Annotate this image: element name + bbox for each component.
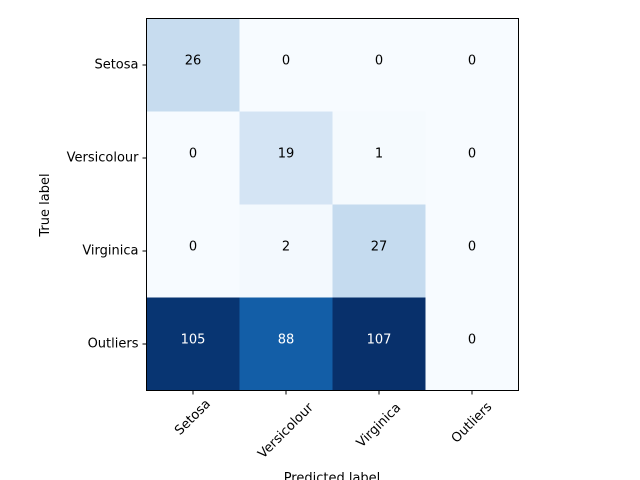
x-axis-label: Predicted label bbox=[284, 471, 381, 480]
heatmap-cell bbox=[332, 204, 426, 298]
cell-value-label: 0 bbox=[189, 147, 197, 162]
x-tick-label: Setosa bbox=[172, 397, 214, 439]
x-tick-label: Versicolour bbox=[255, 400, 317, 462]
heatmap-cells bbox=[146, 18, 519, 391]
heatmap-cell bbox=[146, 18, 240, 112]
y-tick-label: Outliers bbox=[88, 337, 139, 352]
cell-value-label: 0 bbox=[375, 54, 383, 69]
cell-value-label: 0 bbox=[468, 147, 476, 162]
cell-value-label: 19 bbox=[278, 147, 295, 162]
x-tick-label: Outliers bbox=[449, 400, 496, 447]
cell-value-label: 88 bbox=[278, 333, 295, 348]
heatmap-cell bbox=[425, 204, 519, 298]
cell-value-label: 26 bbox=[185, 54, 202, 69]
y-axis-label: True label bbox=[38, 173, 53, 237]
cell-value-label: 105 bbox=[181, 333, 206, 348]
cell-value-label: 0 bbox=[468, 54, 476, 69]
heatmap-cell bbox=[332, 297, 426, 391]
cell-value-label: 0 bbox=[468, 333, 476, 348]
cell-value-label: 0 bbox=[282, 54, 290, 69]
y-tick-label: Setosa bbox=[94, 58, 138, 73]
heatmap-cell bbox=[425, 18, 519, 112]
cell-value-label: 0 bbox=[468, 240, 476, 255]
plot-frame bbox=[146, 18, 519, 391]
heatmap-cell bbox=[239, 204, 333, 298]
y-tick-label: Versicolour bbox=[67, 151, 140, 166]
heatmap-cell bbox=[425, 111, 519, 205]
cell-value-label: 27 bbox=[371, 240, 388, 255]
heatmap-cell bbox=[146, 111, 240, 205]
y-tick-label: Virginica bbox=[82, 244, 138, 259]
cell-value-label: 1 bbox=[375, 147, 383, 162]
x-axis-ticks: Setosa Versicolour Virginica Outliers bbox=[172, 390, 496, 462]
cell-value-labels: 26 0 0 0 0 19 1 0 0 2 27 0 105 88 107 0 bbox=[181, 54, 477, 348]
cell-value-label: 107 bbox=[367, 333, 392, 348]
heatmap-cell bbox=[332, 111, 426, 205]
heatmap-cell bbox=[239, 18, 333, 112]
heatmap-cell bbox=[239, 111, 333, 205]
cell-value-label: 0 bbox=[189, 240, 197, 255]
heatmap-cell bbox=[239, 297, 333, 391]
heatmap-cell bbox=[332, 18, 426, 112]
y-axis-ticks: Setosa Versicolour Virginica Outliers bbox=[67, 58, 147, 352]
heatmap-cell bbox=[425, 297, 519, 391]
x-tick-label: Virginica bbox=[354, 401, 404, 451]
heatmap-cell bbox=[146, 204, 240, 298]
heatmap-cell bbox=[146, 297, 240, 391]
cell-value-label: 2 bbox=[282, 240, 290, 255]
